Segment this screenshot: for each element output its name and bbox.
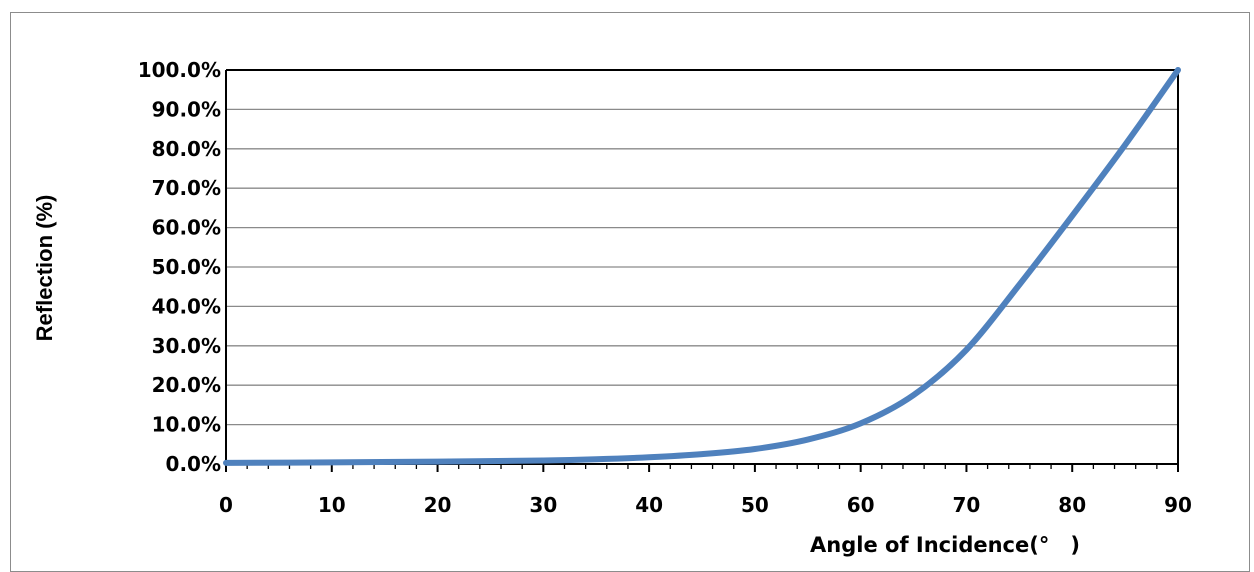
series-line [223, 67, 1181, 466]
x-tick-label-8: 80 [1058, 493, 1086, 517]
y-tick-label-8: 80.0% [152, 137, 221, 161]
x-tick-label-1: 10 [318, 493, 346, 517]
y-tick-label-9: 90.0% [152, 97, 221, 121]
y-tick-label-7: 70.0% [152, 176, 221, 200]
x-tick-label-2: 20 [424, 493, 452, 517]
grid-lines [226, 108, 1178, 426]
y-tick-label-5: 50.0% [152, 255, 221, 279]
y-tick-labels: 0.0% 10.0% 20.0% 30.0% 40.0% 50.0% 60.0% 70.0% 8… [138, 58, 221, 476]
x-tick-label-0: 0 [219, 493, 233, 517]
y-tick-label-0: 0.0% [166, 452, 221, 476]
y-tick-label-2: 20.0% [152, 373, 221, 397]
x-tick-label-5: 50 [741, 493, 769, 517]
x-tick-label-7: 70 [953, 493, 981, 517]
y-tick-label-3: 30.0% [152, 334, 221, 358]
x-ticks [225, 464, 1179, 472]
y-tick-label-4: 40.0% [152, 294, 221, 318]
x-tick-label-9: 90 [1164, 493, 1192, 517]
x-tick-labels: 0 10 20 30 40 50 60 70 80 90 [219, 493, 1192, 517]
x-tick-label-4: 40 [635, 493, 663, 517]
x-axis-title: Angle of Incidence(° ) [810, 533, 1080, 557]
y-tick-label-1: 10.0% [152, 413, 221, 437]
y-tick-label-10: 100.0% [138, 58, 221, 82]
y-tick-label-6: 60.0% [152, 216, 221, 240]
x-tick-label-3: 30 [529, 493, 557, 517]
y-axis-title: Reflection (%) [32, 195, 57, 342]
x-tick-label-6: 60 [847, 493, 875, 517]
